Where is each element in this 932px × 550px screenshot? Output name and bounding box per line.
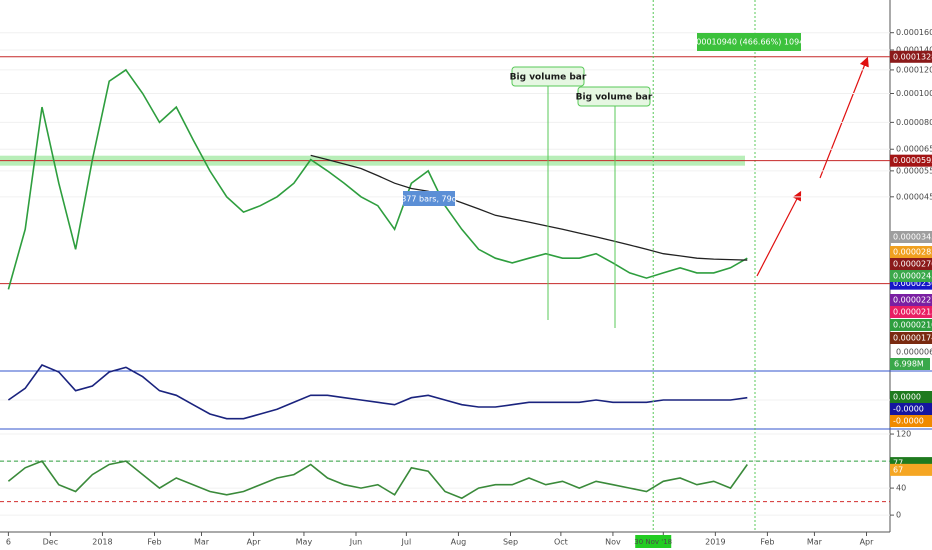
note-box [511, 66, 585, 87]
x-tick-label: Mar [807, 538, 823, 547]
y-tick-label: 0.00006500 [896, 145, 932, 154]
y-tick-label: 0.00000600 [896, 348, 932, 357]
price-tag: 0.00002760 [893, 260, 932, 269]
x-tick-label: Dec [43, 538, 58, 547]
y-tick-label: 0.00016000 [896, 28, 932, 37]
price-tag-bg [890, 246, 932, 258]
price-tag: 0.00002457 [893, 272, 932, 281]
x-tick-label: May [296, 538, 313, 547]
x-tick-label: Apr [247, 538, 262, 547]
y-tick-label: 0.00012000 [896, 65, 932, 74]
x-tick-label: 6 [6, 538, 11, 547]
arrow [819, 56, 869, 179]
y-tick-label: 0.00004500 [896, 192, 932, 201]
y-tick-label: 0 [896, 511, 901, 520]
crosshair-bg [635, 535, 672, 548]
x-tick-label: Aug [451, 538, 467, 547]
level-tag-bg [890, 50, 932, 63]
x-tick-label: Sep [503, 538, 518, 547]
indicator-tag: -0.0000 [893, 405, 924, 414]
level-tag: 0.00005950 [893, 156, 932, 165]
indicator-tag-bg [890, 463, 932, 476]
x-tick-label: Feb [760, 538, 774, 547]
price-tag-bg [890, 306, 932, 318]
series-line [7, 364, 748, 420]
x-tick-label: Mar [194, 538, 210, 547]
x-tick-label: Jun [349, 538, 363, 547]
x-tick-label: Jul [401, 538, 412, 547]
indicator-tag: 67 [893, 465, 903, 474]
note: Big volume bar [576, 93, 653, 103]
crosshair-label: 30 Nov '18 [634, 538, 672, 546]
note-box [577, 86, 651, 107]
x-tick-label: Feb [147, 538, 161, 547]
price-tag-bg [890, 332, 932, 344]
level-tag-bg [890, 154, 932, 167]
price-tag-bg [890, 294, 932, 306]
price-tag: 0.00001740 [893, 334, 932, 343]
y-tick-label: 0.00010000 [896, 89, 932, 98]
y-tick-label: 120 [896, 430, 911, 439]
range-box [403, 191, 455, 206]
x-tick-label: 2018 [92, 538, 112, 547]
indicator-tag-bg [890, 415, 932, 427]
y-tick-label: 0.00014000 [896, 45, 932, 54]
price-tag: 0.00002131 [893, 308, 932, 317]
x-tick-label: Nov [605, 538, 621, 547]
x-tick-label: Apr [860, 538, 875, 547]
note: Big volume bar [510, 73, 587, 83]
indicator-tag-bg [890, 391, 932, 403]
y-tick-label: 0.00005500 [896, 166, 932, 175]
x-tick-label: 2019 [705, 538, 725, 547]
indicator-tag: 77 [893, 459, 903, 468]
level-tag: 0.00013282 [893, 52, 932, 61]
series-line [310, 154, 748, 261]
price-tag: 0.00002833 [893, 248, 932, 257]
x-tick-label: Oct [554, 538, 568, 547]
y-tick-label: 0.00008000 [896, 118, 932, 127]
y-tick-label: 40 [896, 484, 906, 493]
volume-tag [890, 358, 930, 370]
price-tag-bg [890, 231, 932, 243]
measure-label: 0.00010940 (466.66%) 10940 [689, 38, 810, 47]
price-tag: 0.00002100 [893, 321, 932, 330]
series-line [7, 460, 748, 500]
price-tag-bg [890, 270, 932, 282]
level-tag: 0.00002300 [893, 279, 932, 288]
measure-box [697, 33, 801, 51]
price-tag-bg [890, 258, 932, 270]
range-label: 377 bars, 79d [401, 195, 457, 204]
price-tag-bg [890, 319, 932, 331]
indicator-tag: 0.0000 [893, 393, 921, 402]
arrow [756, 190, 802, 277]
volume-label: 6.998M [894, 360, 924, 369]
price-tag: 0.00002272 [893, 296, 932, 305]
price-tag: 0.00003459 [893, 233, 932, 242]
series-line [7, 68, 748, 290]
annotations: Big volume bar Big volume bar 0.00010940… [401, 33, 930, 370]
indicator-tag-bg [890, 403, 932, 415]
indicator-tag: -0.0000 [893, 417, 924, 426]
